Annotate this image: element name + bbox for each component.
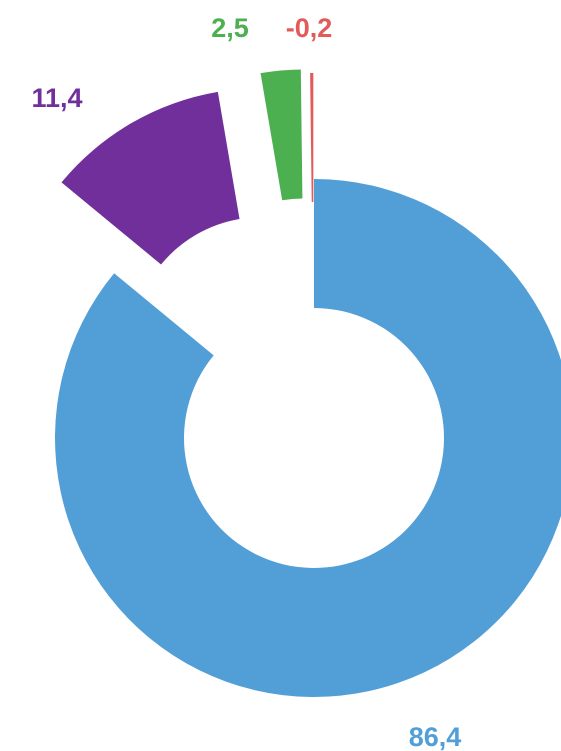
data-label-4: -0,2 <box>286 13 333 43</box>
donut-slice-1 <box>55 179 561 697</box>
donut-slice-2 <box>61 91 240 265</box>
donut-slice-3 <box>260 69 303 201</box>
data-label-2: 11,4 <box>31 83 82 113</box>
donut-slices <box>55 69 561 697</box>
donut-slice-4 <box>310 73 314 203</box>
data-label-3: 2,5 <box>211 13 249 43</box>
data-label-1: 86,4 <box>409 722 462 751</box>
donut-data-labels: 86,4 11,4 2,5 -0,2 <box>31 13 461 751</box>
